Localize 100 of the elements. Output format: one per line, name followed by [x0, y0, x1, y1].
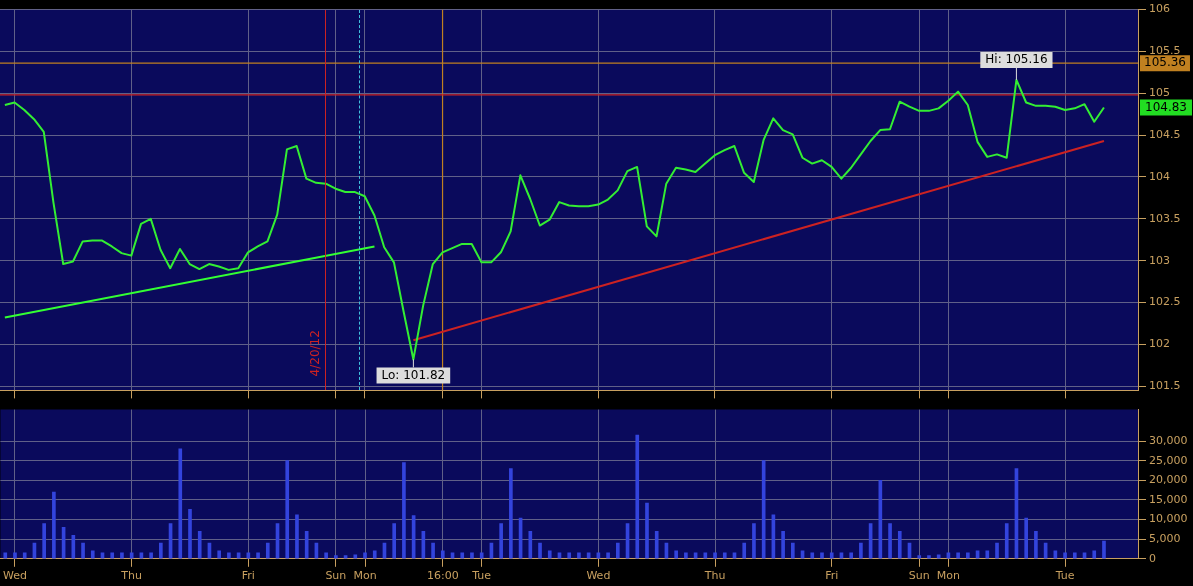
- bar: [285, 460, 290, 559]
- bar: [703, 552, 708, 559]
- y-tick-label: 20,000: [1149, 473, 1188, 487]
- bar: [197, 530, 202, 559]
- bar: [227, 552, 231, 559]
- bar: [722, 552, 727, 559]
- y-tick-label: 102: [1149, 337, 1170, 351]
- y-tick-label: 106: [1149, 2, 1170, 16]
- bar: [178, 448, 183, 559]
- y-tick-label: 15,000: [1149, 492, 1188, 506]
- bar: [90, 550, 95, 559]
- bar: [217, 550, 221, 559]
- bar: [402, 462, 406, 559]
- bar: [654, 530, 659, 559]
- bar: [3, 552, 8, 559]
- bar: [188, 509, 192, 559]
- bar: [791, 542, 795, 559]
- y-tick-label: 25,000: [1149, 453, 1188, 467]
- bar: [159, 542, 163, 559]
- x-tick-label: Fri: [825, 569, 839, 583]
- bar: [372, 550, 377, 559]
- bar: [120, 552, 124, 559]
- bar: [635, 434, 640, 559]
- bar: [752, 523, 756, 559]
- x-tick-label: Fri: [241, 569, 255, 583]
- y-tick-label: 102.5: [1149, 295, 1181, 309]
- bar: [577, 552, 581, 559]
- y-tick-label: 104: [1149, 169, 1170, 183]
- bar: [499, 523, 503, 559]
- x-tick-label: Sun: [908, 569, 930, 583]
- y-tick-label: 104.5: [1149, 128, 1181, 141]
- bar: [256, 552, 260, 559]
- bar: [674, 550, 678, 559]
- bar: [888, 523, 892, 559]
- bar: [265, 542, 270, 559]
- bar: [1072, 552, 1077, 559]
- x-tick-label: 16:00: [426, 569, 459, 583]
- ref-line-label: 105.36: [1144, 55, 1186, 70]
- bar: [1102, 540, 1106, 559]
- bar: [431, 542, 435, 559]
- bar: [42, 523, 46, 559]
- bar: [829, 552, 834, 559]
- y-tick-label: 105.5: [1149, 44, 1181, 58]
- x-tick-label: Tue: [1054, 569, 1075, 583]
- bar: [509, 468, 513, 559]
- bar: [781, 530, 785, 559]
- bar: [742, 542, 747, 559]
- bar: [966, 552, 970, 559]
- annotation: Hi: 105.16: [985, 52, 1048, 67]
- bar: [849, 552, 853, 559]
- bar: [304, 530, 309, 559]
- bar: [460, 552, 465, 559]
- x-tick-label: Wed: [586, 569, 611, 583]
- bar: [363, 552, 367, 559]
- y-tick-label: 105: [1149, 86, 1170, 100]
- y-tick-label: 5,000: [1149, 532, 1181, 546]
- bar: [440, 550, 445, 559]
- bar: [859, 542, 863, 559]
- bar: [645, 502, 649, 559]
- bar: [538, 542, 542, 559]
- bar: [470, 552, 474, 559]
- annotation: Lo: 101.82: [381, 367, 446, 382]
- bar: [392, 523, 397, 559]
- y-tick-label: 30,000: [1149, 433, 1188, 447]
- bar: [528, 530, 533, 559]
- bar: [547, 550, 552, 559]
- bar: [684, 552, 688, 559]
- bar: [1024, 517, 1029, 559]
- y-tick-label: 103.5: [1149, 211, 1181, 225]
- bar: [324, 552, 328, 559]
- x-tick-label: Thu: [120, 569, 142, 583]
- bar: [985, 550, 990, 559]
- bar: [956, 552, 960, 559]
- bar: [22, 552, 27, 559]
- bar: [1034, 530, 1038, 559]
- x-tick-label: Mon: [936, 569, 961, 583]
- bar: [713, 552, 717, 559]
- bar: [479, 552, 484, 559]
- x-tick-label: Tue: [471, 569, 492, 583]
- bar: [1063, 552, 1067, 559]
- bar: [52, 491, 56, 559]
- bar: [567, 552, 572, 559]
- bar: [615, 542, 620, 559]
- bar: [1004, 523, 1009, 559]
- x-tick-label: Wed: [3, 569, 27, 583]
- x-tick-label: Thu: [703, 569, 726, 583]
- y-tick-label: 103: [1149, 253, 1170, 267]
- bar: [897, 530, 902, 559]
- bar: [917, 555, 922, 559]
- bar: [71, 534, 76, 559]
- y-tick-label: 10,000: [1149, 512, 1188, 526]
- bar: [810, 552, 815, 559]
- annotation: 4/20/12: [307, 330, 322, 377]
- y-tick-label: 101.5: [1149, 379, 1181, 393]
- bar: [13, 552, 17, 559]
- bar: [927, 555, 931, 559]
- x-tick-label: Mon: [353, 569, 377, 583]
- bar: [110, 552, 115, 559]
- bar: [820, 552, 824, 559]
- bar: [149, 552, 153, 559]
